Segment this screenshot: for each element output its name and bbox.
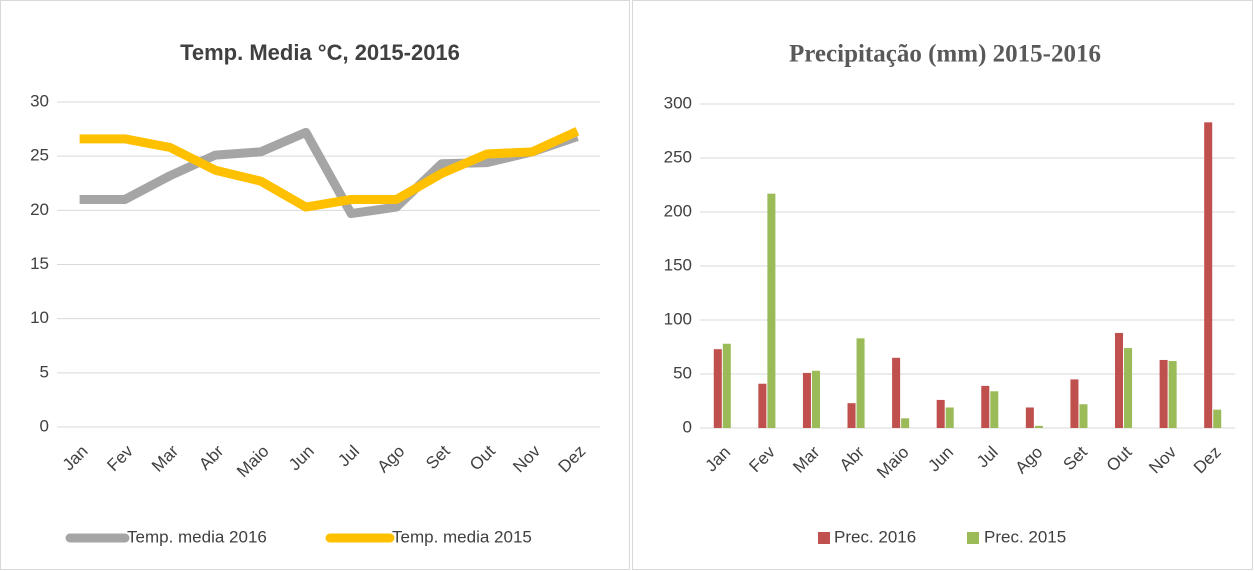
- legend-label: Temp. media 2016: [127, 527, 267, 546]
- legend-label: Temp. media 2015: [392, 527, 532, 546]
- line: [79, 127, 579, 219]
- x-tick-label: Fev: [103, 441, 137, 475]
- x-tick-label: Set: [422, 441, 454, 473]
- x-tick-label: Mar: [789, 442, 823, 476]
- y-tick-label: 5: [40, 362, 49, 381]
- y-tick-label: 150: [664, 255, 692, 274]
- y-tick-label: 300: [664, 93, 692, 112]
- line: [79, 127, 580, 212]
- bar: [758, 383, 767, 428]
- y-tick-label: 200: [664, 201, 692, 220]
- y-tick-label: 250: [664, 147, 692, 166]
- x-tick-label: Jan: [701, 443, 734, 476]
- x-tick-label: Jul: [334, 442, 363, 471]
- x-tick-label: Jan: [59, 442, 92, 475]
- x-tick-label: Jul: [973, 443, 1002, 472]
- x-tick-label: Maio: [233, 442, 272, 481]
- y-tick-label: 0: [683, 417, 692, 436]
- bar: [856, 338, 865, 428]
- x-tick-label: Abr: [836, 442, 868, 474]
- panel-border: [0, 0, 630, 570]
- x-tick-label: Nov: [1145, 442, 1180, 477]
- bar: [945, 407, 954, 428]
- x-tick-label: Ago: [374, 442, 409, 477]
- bar: [1168, 361, 1177, 428]
- bar: [811, 370, 820, 428]
- x-tick-label: Abr: [195, 441, 227, 473]
- x-tick-label: Jun: [924, 443, 957, 476]
- x-tick-label: Dez: [555, 442, 590, 477]
- y-tick-label: 10: [30, 308, 49, 327]
- y-tick-label: 20: [30, 200, 49, 219]
- chart-title: Temp. Media °C, 2015-2016: [180, 40, 460, 65]
- y-tick-label: 100: [664, 309, 692, 328]
- bar: [1204, 122, 1213, 429]
- y-tick-label: 0: [40, 416, 49, 435]
- bar: [767, 193, 776, 428]
- x-tick-label: Out: [466, 441, 499, 474]
- x-tick-label: Maio: [873, 443, 912, 482]
- y-tick-label: 25: [30, 146, 49, 165]
- bar: [713, 349, 722, 428]
- bar: [1025, 407, 1034, 428]
- x-tick-label: Out: [1103, 442, 1136, 475]
- x-tick-label: Mar: [148, 441, 182, 475]
- x-tick-label: Ago: [1012, 443, 1047, 478]
- panel-border: [632, 0, 1253, 570]
- bar: [1079, 404, 1088, 428]
- bar: [1124, 348, 1133, 428]
- bar: [1070, 379, 1079, 428]
- bar: [1034, 425, 1043, 428]
- bar: [892, 357, 901, 428]
- x-tick-label: Nov: [509, 441, 544, 476]
- bar: [936, 399, 945, 428]
- bar: [802, 372, 811, 428]
- legend-label: Prec. 2016: [834, 527, 916, 546]
- y-tick-label: 15: [30, 254, 49, 273]
- x-tick-label: Dez: [1190, 443, 1225, 478]
- bar: [847, 403, 856, 428]
- legend-swatch: [967, 532, 979, 544]
- y-tick-label: 30: [30, 91, 49, 110]
- y-tick-label: 50: [673, 363, 692, 382]
- x-tick-label: Fev: [745, 442, 779, 476]
- bar: [1213, 409, 1222, 428]
- x-tick-label: Set: [1059, 442, 1091, 474]
- bar: [981, 385, 990, 428]
- legend-swatch: [818, 532, 830, 544]
- bar: [1159, 359, 1168, 428]
- bar: [722, 343, 731, 428]
- bar: [901, 418, 910, 428]
- legend-label: Prec. 2015: [984, 527, 1066, 546]
- chart-title: Precipitação (mm) 2015-2016: [789, 41, 1101, 68]
- x-tick-label: Jun: [285, 442, 318, 475]
- bar: [1115, 332, 1124, 428]
- bar: [990, 391, 999, 428]
